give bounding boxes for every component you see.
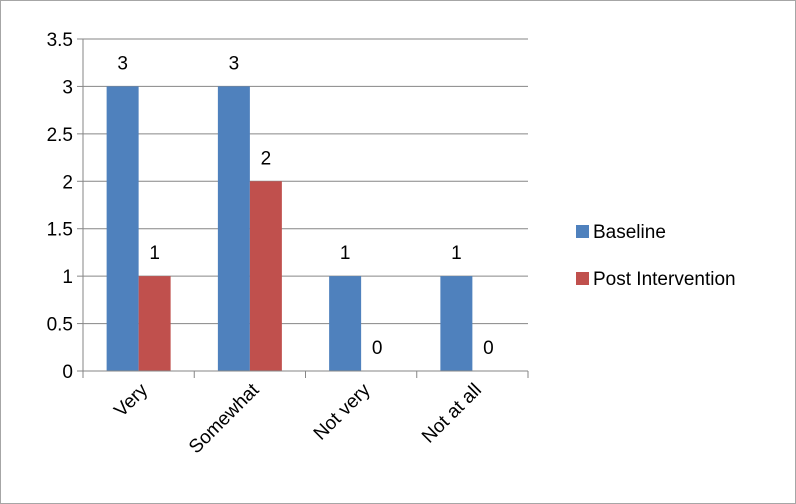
x-category-label: Very bbox=[110, 379, 152, 421]
bar-post-intervention bbox=[138, 276, 171, 371]
legend: Baseline Post Intervention bbox=[576, 222, 736, 290]
y-tick-label: 3.5 bbox=[47, 30, 73, 51]
data-label: 0 bbox=[483, 338, 494, 359]
data-label: 3 bbox=[229, 53, 240, 74]
x-category-label: Somewhat bbox=[185, 379, 264, 458]
legend-entry: Baseline bbox=[593, 222, 666, 243]
axes bbox=[77, 38, 529, 378]
data-label: 1 bbox=[149, 243, 160, 264]
data-label: 1 bbox=[340, 243, 351, 264]
y-tick-label: 2.5 bbox=[47, 125, 73, 146]
bar-post-intervention bbox=[249, 181, 282, 371]
y-tick-label: 1.5 bbox=[47, 220, 73, 241]
bar-baseline bbox=[106, 86, 139, 371]
legend-swatch bbox=[576, 225, 589, 238]
data-label: 1 bbox=[451, 243, 462, 264]
bars bbox=[106, 86, 473, 371]
bar-baseline bbox=[217, 86, 250, 371]
y-tick-label: 2 bbox=[62, 172, 73, 193]
y-tick-label: 3 bbox=[62, 77, 73, 98]
bar-baseline bbox=[440, 276, 473, 371]
y-tick-label: 0 bbox=[62, 362, 73, 383]
data-label: 2 bbox=[261, 148, 272, 169]
legend-entry: Post Intervention bbox=[593, 269, 736, 290]
data-label: 3 bbox=[117, 53, 128, 74]
x-category-label: Not very bbox=[310, 379, 375, 444]
data-label: 0 bbox=[372, 338, 383, 359]
y-tick-label: 1 bbox=[62, 267, 73, 288]
x-category-label: Not at all bbox=[418, 380, 486, 448]
legend-swatch bbox=[576, 272, 589, 285]
bar-baseline bbox=[329, 276, 362, 371]
y-tick-label: 0.5 bbox=[47, 315, 73, 336]
